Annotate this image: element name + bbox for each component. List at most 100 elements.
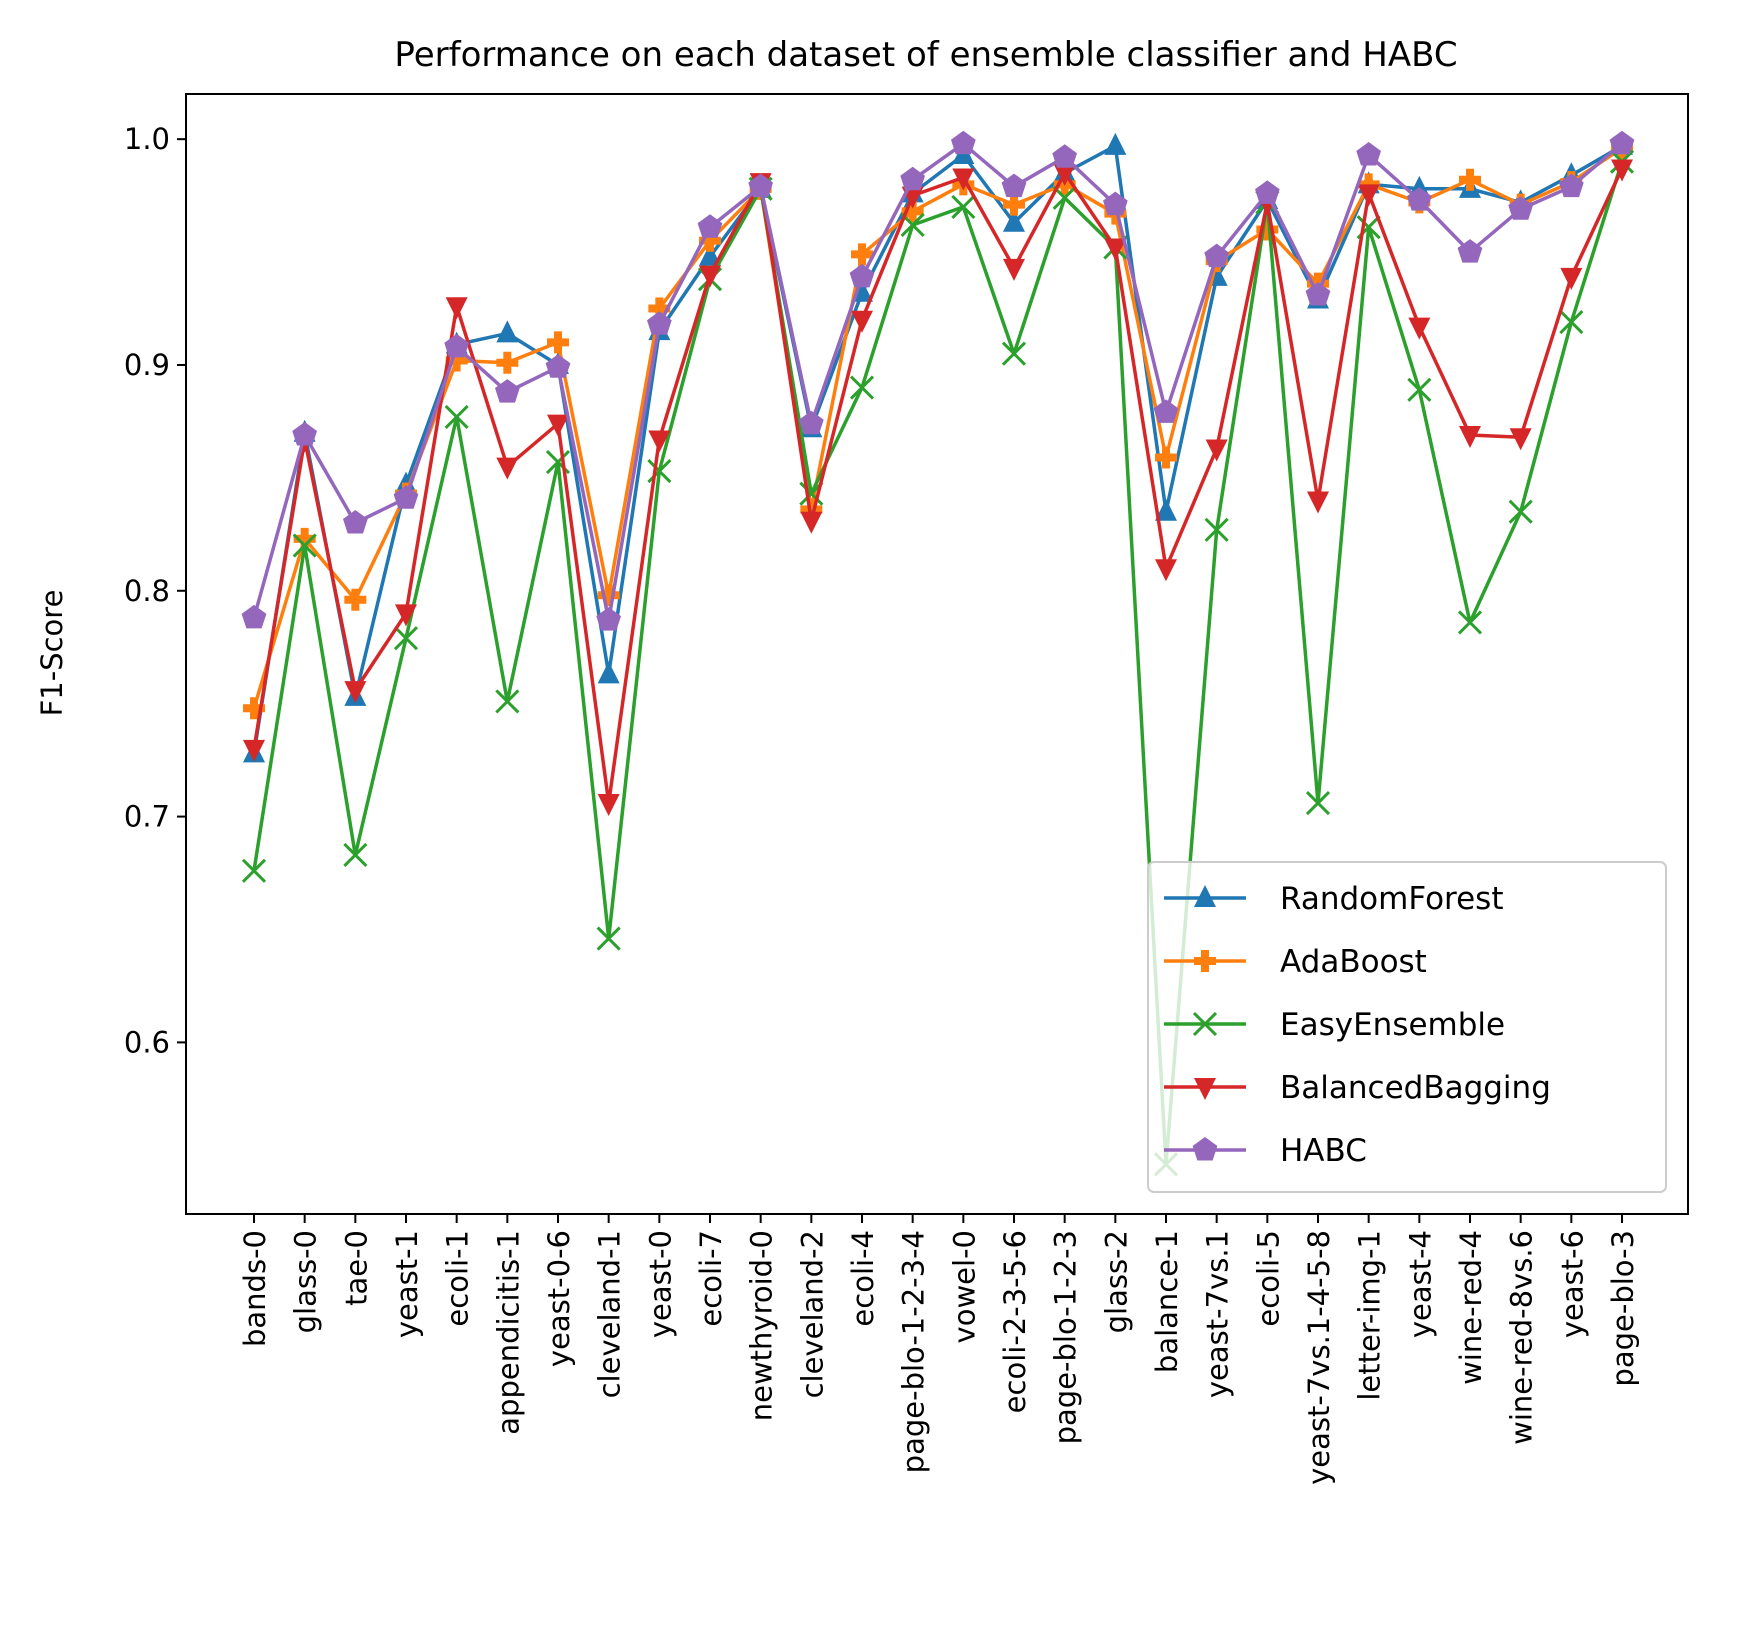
y-tick-label: 0.7	[124, 800, 170, 834]
data-point	[849, 263, 875, 288]
data-point	[292, 533, 317, 558]
data-point	[1052, 144, 1077, 168]
data-point	[241, 858, 267, 883]
data-point	[1155, 559, 1177, 582]
data-point	[1052, 185, 1077, 210]
data-point	[597, 794, 620, 817]
data-point	[495, 689, 520, 714]
data-point	[445, 349, 468, 372]
data-point	[648, 297, 671, 320]
data-point	[1204, 517, 1229, 542]
data-point	[1407, 187, 1432, 211]
x-tick-label: cleveland-1	[593, 1230, 627, 1398]
series-AdaBoost	[243, 137, 1633, 720]
x-tick-label: ecoli-5	[1251, 1230, 1285, 1327]
x-tick-label: bands-0	[238, 1230, 272, 1347]
legend-label: RandomForest	[1280, 881, 1503, 917]
data-point	[901, 200, 924, 223]
data-point	[496, 320, 519, 343]
data-point	[243, 739, 265, 762]
legend-marker	[1194, 885, 1216, 907]
data-point	[1205, 439, 1228, 462]
legend-item: BalancedBagging	[1164, 1070, 1551, 1106]
legend-marker	[1192, 1137, 1218, 1161]
x-tick-label: wine-red-4	[1454, 1230, 1488, 1385]
data-point	[1407, 377, 1432, 402]
data-point	[344, 588, 367, 611]
x-tick-label: yeast-6	[1555, 1230, 1589, 1338]
data-point	[851, 310, 873, 333]
data-point	[1509, 428, 1532, 451]
x-tick-label: appendicitis-1	[491, 1230, 525, 1435]
data-point	[1001, 341, 1027, 366]
data-point	[395, 471, 417, 494]
data-point	[445, 297, 468, 320]
series-BalancedBagging	[243, 159, 1633, 817]
x-tick-label: letter-img-1	[1353, 1230, 1387, 1401]
data-point	[597, 584, 620, 607]
data-point	[748, 173, 773, 198]
series-line	[252, 161, 1624, 1167]
data-point	[393, 626, 419, 651]
x-tick-label: ecoli-2-3-5-6	[998, 1230, 1032, 1413]
data-point	[444, 333, 469, 358]
data-point	[1001, 173, 1027, 198]
data-point	[547, 331, 569, 354]
data-point	[243, 697, 265, 720]
x-tick-label: yeast-0	[643, 1230, 677, 1338]
legend-label: BalancedBagging	[1280, 1070, 1551, 1106]
data-point	[1003, 209, 1025, 232]
data-point	[293, 527, 316, 550]
data-point	[1559, 173, 1584, 198]
data-point	[697, 214, 723, 238]
data-point	[1609, 130, 1635, 155]
data-point	[1459, 168, 1481, 191]
data-point	[596, 926, 621, 951]
data-point	[1003, 193, 1025, 216]
x-tick-label: page-blo-1-2-3-4	[897, 1230, 931, 1473]
legend-marker	[1194, 950, 1216, 972]
data-point	[1103, 191, 1128, 216]
x-tick-label: ecoli-1	[441, 1230, 475, 1327]
data-point	[1155, 498, 1177, 521]
data-point	[1408, 317, 1431, 340]
data-point	[343, 510, 368, 534]
data-point	[1457, 239, 1483, 263]
x-tick-label: balance-1	[1150, 1230, 1184, 1373]
x-tick-label: glass-2	[1099, 1230, 1133, 1333]
data-point	[1508, 196, 1533, 220]
data-point	[699, 243, 721, 266]
x-tick-label: ecoli-7	[694, 1230, 728, 1327]
x-tick-label: page-blo-3	[1606, 1230, 1640, 1387]
data-point	[699, 229, 721, 252]
data-point	[647, 311, 672, 335]
series-line	[252, 167, 1624, 805]
data-point	[344, 681, 367, 704]
series-EasyEnsemble	[241, 149, 1635, 1177]
data-point	[900, 166, 925, 191]
data-point	[496, 351, 519, 374]
data-point	[1204, 243, 1229, 268]
x-tick-label: yeast-7vs.1	[1201, 1230, 1235, 1398]
plot-area: 0.6 0.7 0.8 0.9 1.0 bands-0 glass-0 tae-0 yeast-…	[124, 93, 1689, 1485]
data-point	[547, 414, 569, 437]
y-tick-label: 0.8	[124, 574, 170, 608]
legend-label: AdaBoost	[1280, 944, 1427, 980]
x-tick-label: newthyroid-0	[745, 1230, 779, 1421]
data-point	[1457, 610, 1483, 635]
data-point	[800, 511, 823, 534]
data-point	[444, 404, 469, 429]
data-point	[1559, 310, 1584, 335]
legend-item: RandomForest	[1164, 881, 1503, 917]
x-tick-label: cleveland-2	[795, 1230, 829, 1398]
data-point	[395, 604, 417, 627]
data-point	[1053, 164, 1076, 187]
data-point	[699, 265, 721, 288]
data-point	[1357, 173, 1380, 196]
data-point	[952, 168, 975, 191]
data-point	[393, 485, 419, 509]
data-point	[1305, 282, 1331, 306]
data-point	[851, 243, 873, 266]
